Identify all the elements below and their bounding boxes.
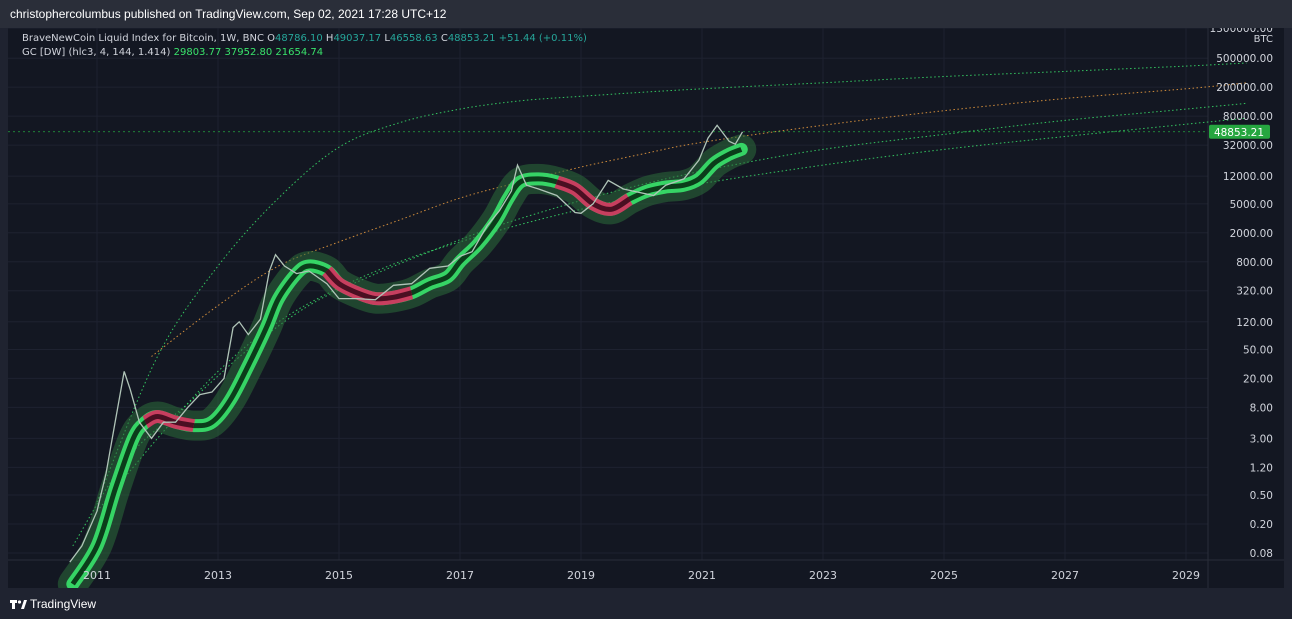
y-tick-label: 500000.00 <box>1216 53 1273 65</box>
x-tick-label: 2019 <box>567 569 595 582</box>
open-label: O <box>267 33 275 44</box>
tradingview-logo-icon[interactable] <box>10 598 28 610</box>
publish-info: christophercolumbus published on Trading… <box>10 7 447 21</box>
y-tick-label: 200000.00 <box>1216 82 1273 94</box>
x-tick-label: 2015 <box>325 569 353 582</box>
chart-background <box>8 28 1284 588</box>
y-tick-label: 20.00 <box>1243 373 1273 385</box>
y-tick-label: 1.20 <box>1250 462 1273 474</box>
chart-legend: BraveNewCoin Liquid Index for Bitcoin, 1… <box>22 32 587 60</box>
y-tick-label: 800.00 <box>1236 257 1273 269</box>
footer: TradingView <box>0 588 1292 619</box>
x-tick-label: 2023 <box>809 569 837 582</box>
y-tick-label: 3.00 <box>1250 433 1273 445</box>
y-tick-label: 0.50 <box>1250 490 1273 502</box>
symbol-name[interactable]: BraveNewCoin Liquid Index for Bitcoin, 1… <box>22 33 264 44</box>
x-tick-label: 2021 <box>688 569 716 582</box>
price-line <box>69 124 744 563</box>
y-tick-label: 80000.00 <box>1223 111 1273 123</box>
currency-label: BTC <box>1254 34 1273 45</box>
low-label: L <box>384 33 390 44</box>
gc-red-inner <box>325 269 413 302</box>
change-value: +51.44 (+0.11%) <box>498 33 587 44</box>
chart-area[interactable]: 48853.21 1300000.00 500000.00 200000.00 8000… <box>8 28 1284 588</box>
indicator-value-1: 29803.77 <box>173 47 222 58</box>
x-tick-label: 2017 <box>446 569 474 582</box>
open-value: 48786.10 <box>275 33 323 44</box>
close-label: C <box>440 33 448 44</box>
indicator-value-3: 21654.74 <box>275 47 324 58</box>
indicator-line: GC [DW] (hlc3, 4, 144, 1.414) 29803.77 3… <box>22 46 587 60</box>
x-tick-label: 2029 <box>1172 569 1200 582</box>
indicator-value-2: 37952.80 <box>224 47 273 58</box>
y-tick-label: 50.00 <box>1243 344 1273 356</box>
symbol-line: BraveNewCoin Liquid Index for Bitcoin, 1… <box>22 32 587 46</box>
last-price-label: 48853.21 <box>1214 127 1264 139</box>
high-value: 49037.17 <box>333 33 382 44</box>
publish-header: christophercolumbus published on Trading… <box>0 0 1292 28</box>
low-value: 46558.63 <box>389 33 438 44</box>
y-tick-label: 1300000.00 <box>1210 28 1273 35</box>
y-tick-label: 0.08 <box>1250 548 1273 560</box>
y-tick-label: 8.00 <box>1250 402 1273 414</box>
price-chart[interactable]: 48853.21 1300000.00 500000.00 200000.00 8000… <box>8 28 1284 588</box>
close-value: 48853.21 <box>447 33 496 44</box>
high-label: H <box>325 33 334 44</box>
x-tick-label: 2027 <box>1051 569 1079 582</box>
x-tick-label: 2011 <box>83 569 111 582</box>
x-tick-label: 2013 <box>204 569 232 582</box>
tradingview-brand[interactable]: TradingView <box>30 597 97 611</box>
last-price-badge <box>1209 124 1270 139</box>
band-lower-1 <box>72 102 1247 547</box>
band-top <box>96 62 1247 503</box>
x-tick-label: 2025 <box>930 569 958 582</box>
gc-red-inner <box>144 413 195 429</box>
y-tick-label: 32000.00 <box>1223 140 1273 152</box>
y-tick-label: 0.20 <box>1250 519 1273 531</box>
y-tick-label: 120.00 <box>1236 317 1273 329</box>
y-tick-label: 5000.00 <box>1230 199 1273 211</box>
indicator-name[interactable]: GC [DW] (hlc3, 4, 144, 1.414) <box>22 47 171 58</box>
y-tick-label: 2000.00 <box>1230 228 1273 240</box>
y-tick-label: 12000.00 <box>1223 171 1273 183</box>
y-tick-label: 320.00 <box>1236 286 1273 298</box>
